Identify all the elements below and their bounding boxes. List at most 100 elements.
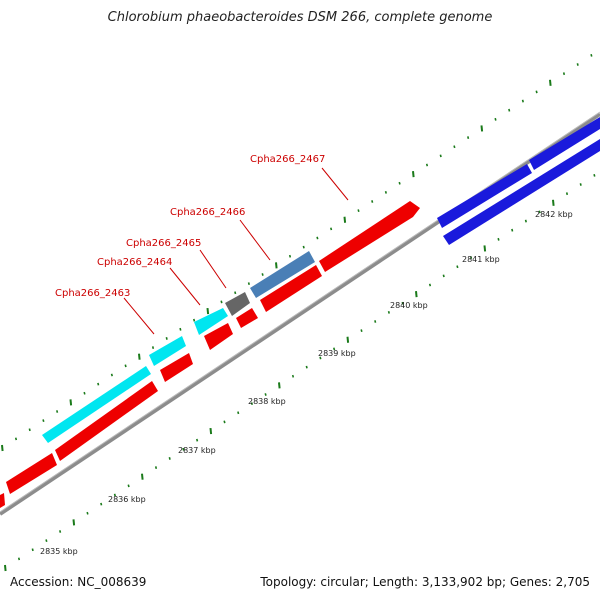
tick-outer [124,364,127,368]
tick-inner [538,210,541,214]
gene-cyan-2463[interactable] [149,336,186,366]
backbone-line [0,112,600,516]
tick-inner [415,291,418,298]
tick-row-outer [1,54,593,452]
tick-outer [384,190,387,194]
gene-red-5[interactable] [236,308,258,328]
tick-inner [196,438,199,442]
leader-2466 [239,219,271,261]
gene-label-2465[interactable]: Cpha266_2465 [126,238,201,249]
gene-label-2467[interactable]: Cpha266_2467 [250,154,325,165]
gene-red-edge[interactable] [0,493,5,508]
tick-inner [168,457,171,460]
tick-outer [412,171,415,178]
tick-outer [42,419,45,423]
tick-outer [480,125,484,132]
tick-inner [456,265,459,269]
scale-labels: 2835 kbp 2836 kbp 2837 kbp 2838 kbp 2839… [40,210,573,556]
gene-red-6[interactable] [260,265,322,312]
tick-inner [264,393,267,396]
backbone [0,111,600,516]
backbone-highlight [0,111,600,513]
tick-inner [333,347,336,351]
tick-outer [521,99,524,103]
tick-inner [497,237,500,241]
tick-outer [56,410,59,413]
tick-outer [179,327,182,331]
tick-outer [97,382,100,386]
tick-outer [69,399,73,406]
tick-outer [453,145,456,149]
gene-label-2464[interactable]: Cpha266_2464 [97,257,172,268]
gene-red-1[interactable] [6,453,57,494]
tick-outer [151,346,155,349]
tick-outer [302,245,305,249]
tick-inner [45,539,48,543]
tick-inner [346,336,350,343]
tick-inner [141,473,144,480]
gene-label-2463[interactable]: Cpha266_2463 [55,288,130,299]
tick-outer [357,209,360,213]
tick-outer [193,318,196,322]
tick-outer [14,437,18,441]
tick-inner [319,356,322,360]
tick-outer [261,273,264,276]
genome-summary-text: Topology: circular; Length: 3,133,902 bp… [260,575,590,589]
leader-2465 [199,249,227,289]
reverse-strand-genes [0,139,600,508]
tick-inner [100,502,103,506]
gene-red-2[interactable] [55,381,158,461]
scale-label-2838: 2838 kbp [248,397,286,406]
tick-inner [565,192,569,196]
gene-labels: Cpha266_2463 Cpha266_2464 Cpha266_2465 C… [55,154,325,299]
tick-outer [1,444,4,452]
tick-outer [590,54,593,57]
tick-inner [360,329,363,333]
tick-inner [483,245,487,252]
scale-label-2841: 2841 kbp [462,255,500,264]
tick-outer [562,72,566,76]
tick-outer [316,236,319,240]
leader-2467 [321,167,349,201]
accession-text: Accession: NC_008639 [10,575,147,589]
tick-inner [4,564,7,572]
tick-outer [439,154,442,158]
tick-outer [206,307,210,315]
tick-inner [17,557,21,561]
tick-inner [237,411,240,415]
tick-outer [83,391,86,395]
gene-cyan-2464[interactable] [194,308,228,335]
tick-outer [247,282,250,286]
gene-red-2467[interactable] [319,201,420,272]
leader-2463 [123,297,155,335]
gene-steel-2466[interactable] [250,251,315,298]
tick-inner [86,511,89,515]
tick-outer [398,181,401,185]
leader-2464 [169,267,201,306]
tick-outer [467,136,470,139]
tick-outer [110,373,113,377]
tick-outer [494,117,497,121]
tick-outer [549,79,552,86]
gene-blue-b[interactable] [529,117,600,170]
gene-label-2466[interactable]: Cpha266_2466 [170,207,245,218]
tick-inner [72,519,76,526]
tick-outer [508,108,511,112]
tick-row-inner [4,174,596,572]
gene-cyan-large[interactable] [42,366,151,443]
scale-label-2842: 2842 kbp [535,210,573,219]
tick-inner [579,183,582,186]
gene-blue-c[interactable] [443,139,600,245]
tick-inner [278,382,281,389]
gene-blue-a[interactable] [437,164,532,228]
tick-inner [223,420,226,424]
forward-strand-genes [42,117,600,443]
gene-red-3[interactable] [160,353,193,382]
tick-inner [291,374,295,378]
gene-red-4[interactable] [204,323,233,350]
tick-inner [470,256,473,259]
gene-gray-2465[interactable] [225,292,250,316]
tick-outer [288,254,292,258]
tick-inner [374,320,377,323]
